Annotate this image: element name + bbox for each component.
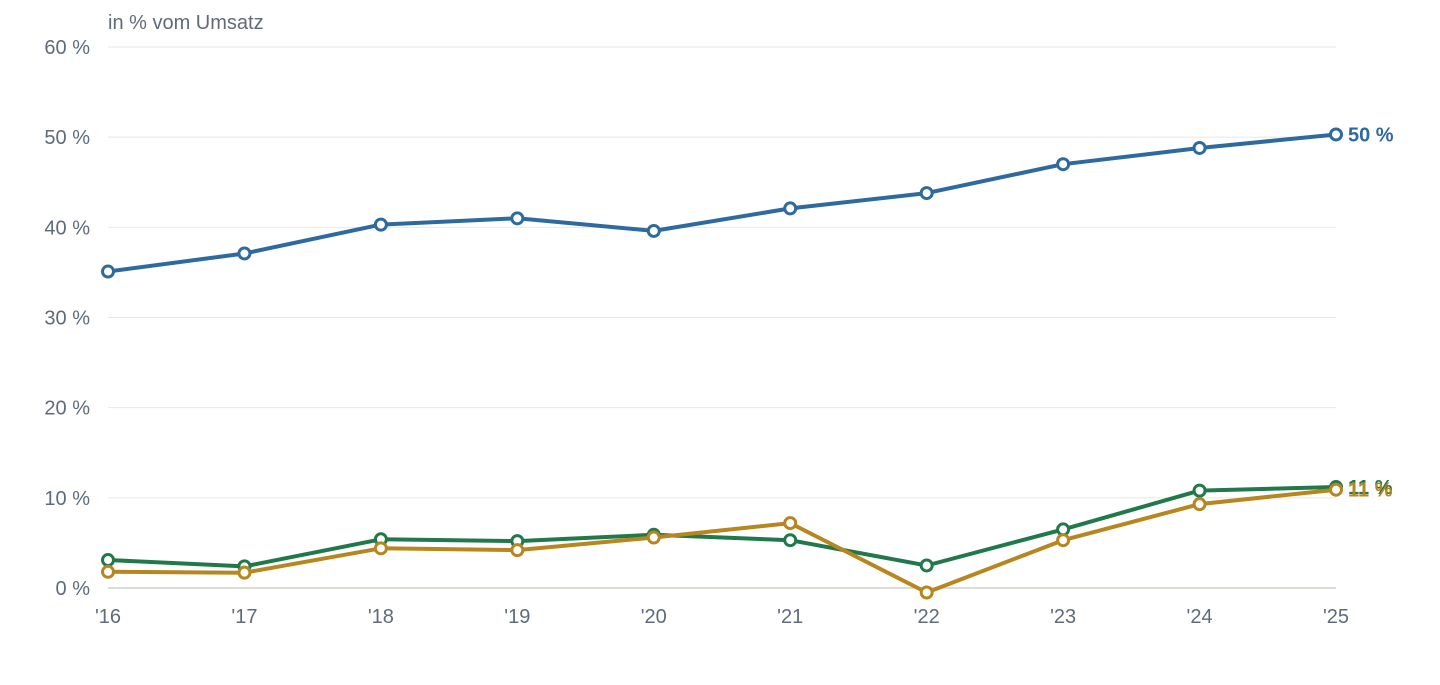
label-layer: 50 %11 %11 % (1348, 124, 1394, 501)
series-end-label: 11 % (1348, 480, 1393, 502)
data-point (646, 530, 661, 545)
series-group (101, 482, 1343, 600)
y-tick-label: 0 % (56, 578, 91, 600)
y-tick-label: 30 % (44, 308, 90, 330)
x-tick-label: '23 (1050, 606, 1076, 628)
data-point (919, 186, 934, 201)
y-tick-label: 20 % (44, 398, 90, 420)
data-point (510, 211, 525, 226)
data-point (1329, 127, 1343, 142)
x-tick-label: '21 (777, 606, 803, 628)
data-point (1192, 140, 1207, 155)
data-point (783, 533, 798, 548)
series-layer (101, 127, 1343, 600)
data-point (101, 553, 115, 568)
axis-layer: 0 % 10 % 20 % 30 % 40 % 50 % 60 % '16 '17 '18 '19 '… (44, 37, 1349, 628)
data-point (1192, 497, 1207, 512)
data-point (646, 223, 661, 238)
x-tick-label: '16 (95, 606, 121, 628)
x-tick-label: '24 (1187, 606, 1213, 628)
data-point (919, 585, 934, 600)
data-point (919, 558, 934, 573)
y-tick-label: 10 % (44, 488, 90, 510)
data-point (1056, 157, 1071, 172)
x-tick-label: '19 (504, 606, 530, 628)
data-point (783, 516, 798, 531)
grid-layer (108, 46, 1336, 589)
data-point (783, 201, 798, 216)
series-group (101, 127, 1343, 279)
y-tick-label: 50 % (44, 127, 90, 149)
series-end-label: 50 % (1348, 124, 1394, 146)
y-tick-label: 40 % (44, 217, 90, 239)
y-tick-label: 60 % (44, 37, 90, 59)
data-point (510, 543, 525, 558)
x-tick-label: '25 (1323, 606, 1349, 628)
series-line (106, 132, 1338, 274)
x-tick-label: '20 (641, 606, 667, 628)
series-group (101, 480, 1343, 574)
series-end-label: 11 % (1348, 477, 1393, 499)
data-point (237, 565, 252, 580)
data-point (373, 541, 388, 556)
data-point (1192, 483, 1207, 498)
x-tick-label: '18 (368, 606, 394, 628)
series-line (106, 485, 1338, 569)
data-point (373, 217, 388, 232)
x-tick-label: '17 (231, 606, 257, 628)
series-line (106, 487, 1338, 595)
unit-label: in % vom Umsatz (108, 12, 264, 34)
data-point (101, 264, 115, 279)
data-point (1329, 482, 1343, 497)
data-point (237, 246, 252, 261)
x-tick-label: '22 (914, 606, 940, 628)
data-point (1056, 533, 1071, 548)
data-point (101, 564, 115, 579)
